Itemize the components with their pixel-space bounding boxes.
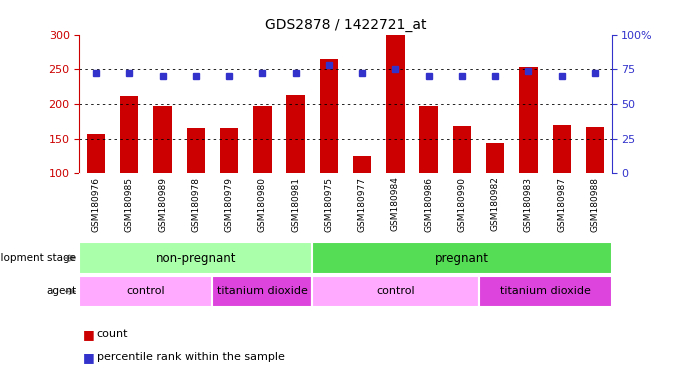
Bar: [287, 95, 305, 173]
Text: development stage: development stage: [0, 253, 76, 263]
Text: ■: ■: [83, 328, 95, 341]
Text: control: control: [376, 286, 415, 296]
Bar: [312, 242, 612, 274]
Text: GSM180976: GSM180976: [92, 177, 101, 232]
Text: GSM180980: GSM180980: [258, 177, 267, 232]
Text: GSM180982: GSM180982: [491, 177, 500, 232]
Bar: [220, 128, 238, 173]
Bar: [478, 276, 612, 307]
Text: percentile rank within the sample: percentile rank within the sample: [97, 352, 285, 362]
Bar: [419, 106, 438, 173]
Bar: [312, 276, 478, 307]
Text: GSM180977: GSM180977: [358, 177, 367, 232]
Bar: [386, 35, 404, 173]
Bar: [353, 156, 371, 173]
Text: agent: agent: [46, 286, 76, 296]
Text: GSM180975: GSM180975: [324, 177, 333, 232]
Bar: [153, 106, 172, 173]
Bar: [87, 134, 105, 173]
Bar: [187, 128, 205, 173]
Text: GSM180990: GSM180990: [457, 177, 466, 232]
Text: GSM180988: GSM180988: [590, 177, 599, 232]
Text: non-pregnant: non-pregnant: [155, 252, 236, 265]
Bar: [320, 59, 338, 173]
Title: GDS2878 / 1422721_at: GDS2878 / 1422721_at: [265, 18, 426, 32]
Bar: [486, 143, 504, 173]
Text: GSM180985: GSM180985: [125, 177, 134, 232]
Bar: [79, 276, 212, 307]
Text: GSM180984: GSM180984: [391, 177, 400, 232]
Text: GSM180989: GSM180989: [158, 177, 167, 232]
Bar: [120, 96, 138, 173]
Bar: [253, 106, 272, 173]
Text: control: control: [126, 286, 165, 296]
Text: GSM180981: GSM180981: [291, 177, 300, 232]
Bar: [553, 125, 571, 173]
Text: GSM180978: GSM180978: [191, 177, 200, 232]
Text: titanium dioxide: titanium dioxide: [217, 286, 307, 296]
Bar: [453, 126, 471, 173]
Text: ■: ■: [83, 351, 95, 364]
Text: GSM180986: GSM180986: [424, 177, 433, 232]
Text: titanium dioxide: titanium dioxide: [500, 286, 591, 296]
Text: GSM180983: GSM180983: [524, 177, 533, 232]
Text: pregnant: pregnant: [435, 252, 489, 265]
Bar: [212, 276, 312, 307]
Text: count: count: [97, 329, 129, 339]
Bar: [519, 67, 538, 173]
Bar: [586, 127, 604, 173]
Bar: [79, 242, 312, 274]
Text: GSM180987: GSM180987: [557, 177, 566, 232]
Text: GSM180979: GSM180979: [225, 177, 234, 232]
